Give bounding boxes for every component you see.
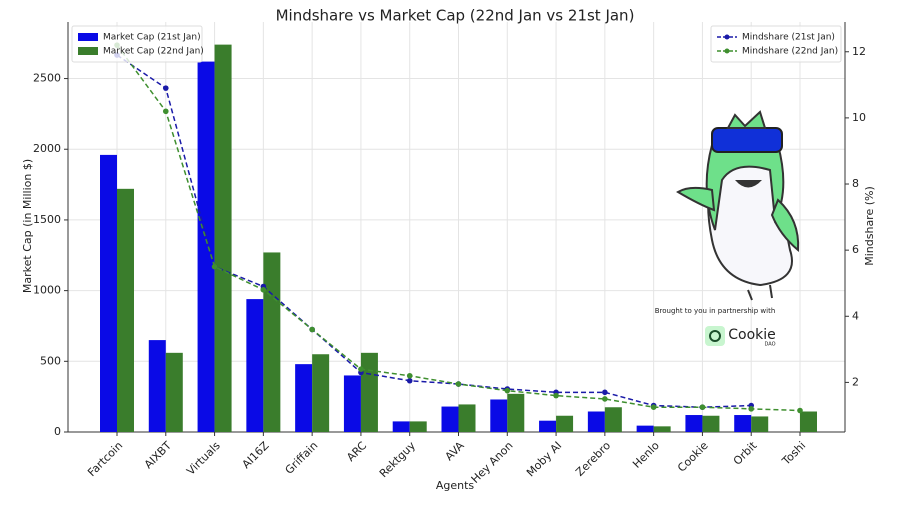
y-tick-label: 500 bbox=[40, 354, 61, 367]
bar bbox=[197, 61, 215, 432]
x-tick-label: Rektguy bbox=[377, 439, 418, 480]
x-tick-label: ARC bbox=[344, 439, 369, 464]
x-axis-label: Agents bbox=[436, 479, 475, 492]
bar bbox=[685, 415, 703, 432]
legend-label: Mindshare (22nd Jan) bbox=[742, 47, 838, 57]
bar bbox=[636, 425, 654, 432]
legend-box bbox=[710, 25, 842, 63]
x-tick-label: Orbit bbox=[731, 439, 760, 468]
bar bbox=[734, 415, 752, 432]
marker bbox=[602, 389, 608, 396]
marker bbox=[748, 406, 755, 412]
bar bbox=[441, 406, 459, 432]
y2-tick-label: 6 bbox=[852, 243, 859, 256]
marker bbox=[162, 108, 169, 115]
x-tick-label: Cookie bbox=[675, 439, 711, 475]
x-tick-label: Griffain bbox=[283, 439, 321, 477]
line bbox=[116, 54, 752, 408]
bar bbox=[751, 416, 769, 432]
x-tick-label: Hey Anon bbox=[469, 439, 516, 486]
y2-tick-label: 12 bbox=[852, 45, 866, 58]
legend-box bbox=[71, 25, 203, 63]
bar bbox=[556, 415, 574, 432]
legend-label: Market Cap (21st Jan) bbox=[103, 33, 201, 43]
legend-swatch bbox=[724, 34, 730, 40]
bar bbox=[539, 420, 557, 432]
marker bbox=[358, 366, 364, 372]
bar bbox=[214, 44, 232, 432]
bar bbox=[458, 404, 476, 432]
y-tick-label: 1000 bbox=[33, 284, 61, 297]
bar bbox=[507, 393, 525, 432]
bar bbox=[490, 399, 508, 432]
marker bbox=[602, 396, 608, 402]
marker bbox=[406, 372, 413, 379]
mascot bbox=[676, 110, 800, 346]
y2-axis-label: Mindshare (%) bbox=[863, 186, 876, 266]
legend: Market Cap (21st Jan) Market Cap (22nd Ja… bbox=[71, 25, 204, 63]
marker bbox=[309, 326, 315, 333]
y-tick-label: 2500 bbox=[33, 72, 61, 85]
bar bbox=[246, 299, 264, 432]
legend-swatch bbox=[724, 48, 730, 54]
bar bbox=[263, 252, 281, 432]
x-tick-label: AI16Z bbox=[240, 439, 272, 471]
y-tick-label: 2000 bbox=[33, 142, 61, 155]
bar bbox=[165, 352, 183, 432]
bar bbox=[702, 415, 720, 432]
x-tick-label: AVA bbox=[443, 439, 467, 463]
x-tick-label: AIXBT bbox=[142, 439, 174, 471]
y2-tick-label: 2 bbox=[852, 375, 859, 388]
x-tick-label: Toshi bbox=[779, 439, 808, 468]
x-tick-label: Fartcoin bbox=[85, 439, 125, 479]
y-axis-label: Market Cap (in Million $) bbox=[21, 159, 34, 293]
marker bbox=[211, 263, 218, 270]
bar bbox=[653, 426, 671, 432]
marker bbox=[699, 404, 706, 411]
annotation: DAO bbox=[764, 342, 775, 348]
x-tick-label: Moby AI bbox=[524, 439, 564, 479]
legend-swatch bbox=[78, 33, 98, 41]
marker bbox=[455, 381, 462, 387]
annotation: Brought to you in partnership with bbox=[655, 307, 776, 315]
chart-title: Mindshare vs Market Cap (22nd Jan vs 21s… bbox=[276, 7, 635, 25]
annotation: Cookie bbox=[728, 327, 776, 343]
x-tick-label: Virtuals bbox=[184, 439, 223, 478]
bar bbox=[409, 421, 427, 432]
marker bbox=[406, 377, 413, 384]
marker bbox=[504, 387, 511, 394]
y2-tick-label: 10 bbox=[852, 111, 866, 124]
y-tick-label: 0 bbox=[54, 425, 61, 438]
legend-label: Mindshare (21st Jan) bbox=[742, 33, 835, 43]
legend: Mindshare (21st Jan) Mindshare (22nd Jan) bbox=[710, 25, 842, 63]
bar bbox=[800, 411, 817, 432]
x-tick-label: Henlo bbox=[630, 439, 662, 471]
bar bbox=[117, 188, 134, 432]
bar bbox=[587, 411, 605, 432]
bar bbox=[604, 407, 622, 432]
legend-label: Market Cap (22nd Jan) bbox=[103, 47, 204, 57]
marker bbox=[162, 85, 169, 91]
bar bbox=[148, 340, 166, 432]
marker bbox=[553, 392, 559, 399]
marker bbox=[260, 287, 267, 293]
bar bbox=[312, 354, 330, 432]
bar bbox=[295, 364, 313, 432]
legend-swatch bbox=[78, 47, 98, 55]
bar bbox=[343, 375, 361, 432]
bar bbox=[360, 352, 378, 432]
y2-tick-label: 8 bbox=[852, 177, 859, 190]
x-tick-label: Zerebro bbox=[573, 439, 613, 479]
bar bbox=[392, 421, 410, 432]
y2-tick-label: 4 bbox=[852, 309, 859, 322]
marker bbox=[650, 404, 657, 411]
marker bbox=[797, 407, 803, 414]
bar bbox=[100, 154, 117, 432]
y-tick-label: 1500 bbox=[33, 213, 61, 226]
